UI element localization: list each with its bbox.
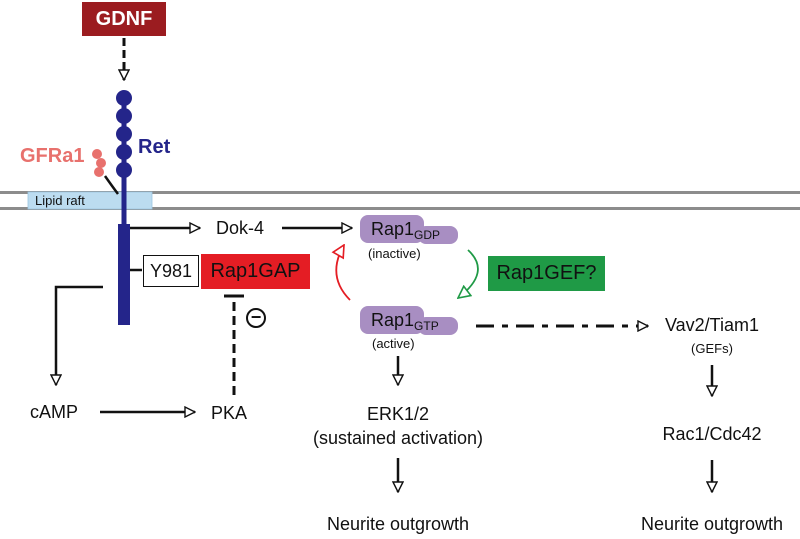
outcome-left-label: Neurite outgrowth [326, 514, 470, 534]
gfra1-domain [92, 149, 102, 159]
gfra1-domain [94, 167, 104, 177]
gdnf-box: GDNF [82, 2, 166, 36]
rap1gef-label: Rap1GEF? [496, 262, 597, 284]
membrane-line-bottom [0, 207, 800, 210]
erk-label: ERK1/2 [366, 404, 430, 424]
ret-domain [116, 144, 132, 160]
lipid-raft-label: Lipid raft [35, 193, 85, 208]
ret-stalk [121, 96, 127, 226]
y981-box: Y981 [143, 255, 199, 287]
rap1gef-box: Rap1GEF? [488, 256, 605, 291]
gfra1-label: GFRa1 [20, 145, 85, 167]
outcome-right-label: Neurite outgrowth [640, 514, 784, 534]
ret-domain [116, 126, 132, 142]
rap1gap-box: Rap1GAP [201, 254, 310, 289]
ret-label: Ret [138, 136, 171, 158]
rap1gdp-sub: GDP [414, 228, 441, 242]
rap1gtp-tail [418, 317, 458, 335]
dok4-label: Dok-4 [216, 218, 265, 238]
pka-label: PKA [211, 403, 248, 423]
gef-cycle-arrow [458, 249, 479, 298]
camp-label: cAMP [30, 402, 79, 422]
gfra1-domain [96, 158, 106, 168]
lipid-raft-shape [27, 191, 153, 210]
rap1gdp-name: Rap1GDP [371, 219, 441, 242]
erk-note: (sustained activation) [312, 428, 484, 448]
ret-kinase-domain [118, 224, 130, 325]
y981-label: Y981 [149, 260, 193, 281]
rap1gtp-state: (active) [372, 336, 415, 351]
inhibit-circle [246, 308, 266, 328]
inhibit-minus-label: − [250, 307, 262, 327]
rap1gtp-box [360, 306, 424, 334]
rap1gtp-sub: GTP [414, 319, 439, 333]
rap1gap-label: Rap1GAP [210, 260, 301, 282]
gdnf-label: GDNF [95, 7, 153, 30]
ret-domain [116, 90, 132, 106]
arrow-ret-camp [56, 285, 103, 385]
rap1gdp-state: (inactive) [368, 246, 421, 261]
rap1gdp-box [360, 215, 424, 243]
gfra1-anchor [103, 175, 120, 195]
rac1-label: Rac1/Cdc42 [662, 424, 762, 444]
vav2-note: (GEFs) [691, 341, 733, 356]
ret-domain [116, 108, 132, 124]
rap1gtp-name: Rap1GTP [371, 310, 439, 333]
membrane-line-top [0, 191, 800, 194]
gap-cycle-arrow [336, 245, 351, 301]
rap1gdp-tail [418, 226, 458, 244]
ret-domain [116, 162, 132, 178]
vav2-label: Vav2/Tiam1 [664, 315, 760, 335]
